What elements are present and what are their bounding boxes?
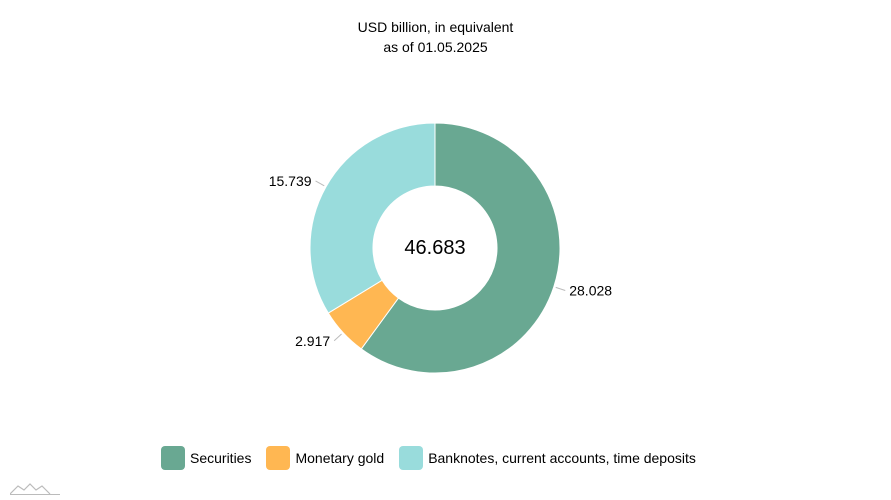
legend-swatch [266,446,291,470]
legend-label: Monetary gold [295,450,385,466]
legend-swatch [161,446,185,470]
legend-item-securities[interactable]: Securities [161,446,251,470]
slice-value-label: 2.917 [295,333,330,349]
slice-value-label: 28.028 [569,282,612,298]
legend-item-monetary-gold[interactable]: Monetary gold [266,446,384,470]
slice-securities[interactable] [360,122,561,374]
slice-banknotes-current-accounts-time-deposits[interactable] [309,122,436,314]
chart-logo-icon [10,483,60,495]
label-leader-line [315,180,325,187]
chart-subtitle: as of 01.05.2025 [383,39,488,55]
label-leader-line [333,333,342,342]
center-total-label: 46.683 [404,237,465,259]
chart-legend: Securities Monetary gold Banknotes, curr… [161,446,711,470]
legend-item-banknotes[interactable]: Banknotes, current accounts, time deposi… [399,446,696,470]
label-leader-line [555,286,566,291]
legend-label: Banknotes, current accounts, time deposi… [428,450,696,466]
legend-label: Securities [190,450,252,466]
legend-swatch [399,446,424,470]
chart-title: USD billion, in equivalent [357,19,514,35]
slice-value-label: 15.739 [269,173,312,189]
